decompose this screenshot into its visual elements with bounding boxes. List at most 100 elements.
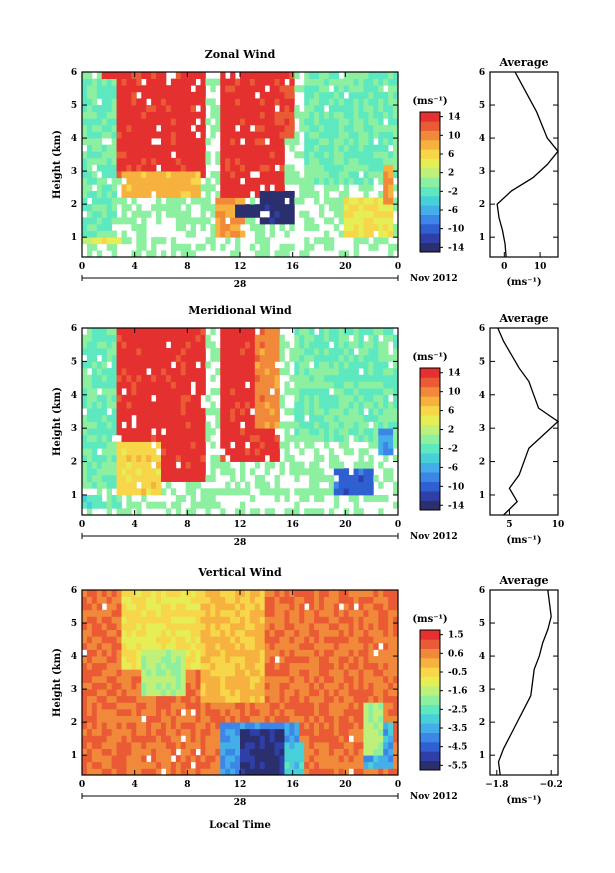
- heatmap-cell: [91, 735, 98, 743]
- colorbar-swatch: [420, 704, 440, 715]
- heatmap-cell: [338, 675, 345, 683]
- heatmap-cell: [111, 741, 117, 749]
- heatmap-cell: [279, 616, 285, 624]
- heatmap-cell: [230, 669, 236, 677]
- heatmap-cell: [235, 197, 241, 205]
- heatmap-cell: [363, 124, 369, 132]
- heatmap-cell: [180, 131, 187, 139]
- heatmap-cell: [156, 105, 162, 113]
- heatmap-cell: [254, 341, 261, 349]
- heatmap-cell: [210, 441, 216, 449]
- heatmap-cell: [116, 98, 122, 106]
- heatmap-cell: [368, 131, 374, 139]
- heatmap-cell: [180, 328, 187, 336]
- heatmap-cell: [333, 636, 340, 644]
- heatmap-cell: [264, 616, 271, 624]
- colorbar-swatch: [420, 443, 440, 454]
- heatmap-cell: [91, 243, 98, 251]
- heatmap-cell: [328, 105, 335, 113]
- heatmap-cell: [126, 105, 132, 113]
- heatmap-cell: [205, 434, 211, 442]
- heatmap-cell: [215, 348, 221, 356]
- heatmap-cell: [378, 662, 384, 670]
- heatmap-cell: [279, 334, 285, 342]
- heatmap-cell: [299, 702, 305, 710]
- heatmap-cell: [294, 501, 300, 509]
- heatmap-cell: [240, 388, 246, 396]
- heatmap-cell: [373, 741, 379, 749]
- heatmap-cell: [101, 91, 108, 99]
- heatmap-cell: [91, 649, 98, 657]
- heatmap-cell: [131, 675, 137, 683]
- heatmap-cell: [111, 394, 117, 402]
- heatmap-cell: [244, 421, 251, 429]
- heatmap-cell: [235, 204, 241, 212]
- heatmap-cell: [82, 334, 88, 342]
- heatmap-cell: [358, 223, 364, 231]
- heatmap-cell: [82, 454, 88, 462]
- heatmap-cell: [264, 596, 271, 604]
- heatmap-cell: [170, 91, 177, 99]
- heatmap-cell: [190, 151, 196, 159]
- heatmap-cell: [195, 348, 201, 356]
- heatmap-cell: [353, 85, 359, 93]
- heatmap-cell: [175, 368, 182, 376]
- heatmap-cell: [91, 494, 98, 503]
- heatmap-cell: [220, 656, 226, 664]
- heatmap-cell: [358, 708, 364, 716]
- heatmap-cell: [378, 164, 384, 172]
- heatmap-cell: [289, 649, 295, 657]
- heatmap-cell: [244, 210, 251, 218]
- heatmap-cell: [165, 768, 172, 776]
- heatmap-cell: [393, 689, 399, 697]
- heatmap-cell: [225, 237, 231, 245]
- heatmap-cell: [175, 144, 182, 152]
- heatmap-cell: [388, 596, 394, 604]
- heatmap-cell: [126, 590, 132, 598]
- heatmap-cell: [343, 715, 350, 723]
- heatmap-cell: [180, 118, 187, 126]
- heatmap-cell: [151, 715, 157, 723]
- heatmap-cell: [393, 388, 399, 396]
- heatmap-cell: [146, 124, 152, 132]
- heatmap-cell: [363, 629, 369, 637]
- heatmap-cell: [156, 636, 162, 644]
- heatmap-cell: [388, 98, 394, 106]
- heatmap-cell: [393, 741, 399, 749]
- heatmap-cell: [269, 210, 275, 218]
- heatmap-cell: [126, 374, 132, 382]
- heatmap-cell: [106, 669, 113, 677]
- heatmap-cell: [328, 741, 335, 749]
- heatmap-cell: [151, 596, 157, 604]
- heatmap-cell: [185, 131, 192, 139]
- heatmap-cell: [161, 722, 167, 730]
- heatmap-cell: [333, 649, 340, 657]
- heatmap-cell: [388, 177, 394, 185]
- heatmap-cell: [136, 434, 142, 442]
- heatmap-cell: [309, 421, 315, 429]
- heatmap-cell: [170, 434, 177, 442]
- colorbar-tick-label: 2: [448, 426, 454, 436]
- heatmap-cell: [161, 488, 167, 496]
- heatmap-cell: [249, 596, 256, 604]
- heatmap-cell: [333, 72, 340, 80]
- heatmap-cell: [328, 474, 335, 483]
- heatmap-cell: [393, 669, 399, 677]
- heatmap-cell: [304, 177, 310, 185]
- heatmap-cell: [195, 394, 201, 402]
- heatmap-cell: [259, 354, 266, 362]
- heatmap-cell: [82, 171, 88, 179]
- heatmap-cell: [388, 609, 394, 617]
- heatmap-cell: [383, 72, 389, 80]
- heatmap-cell: [240, 144, 246, 152]
- heatmap-cell: [101, 361, 108, 369]
- heatmap-cell: [230, 334, 236, 342]
- heatmap-cell: [328, 629, 335, 637]
- colorbar-tick-label: 10: [448, 388, 461, 398]
- heatmap-cell: [175, 91, 182, 99]
- heatmap-cell: [378, 636, 384, 644]
- heatmap-cell: [294, 151, 300, 159]
- heatmap-cell: [106, 328, 113, 336]
- heatmap-cell: [244, 98, 251, 106]
- heatmap-cell: [91, 111, 98, 119]
